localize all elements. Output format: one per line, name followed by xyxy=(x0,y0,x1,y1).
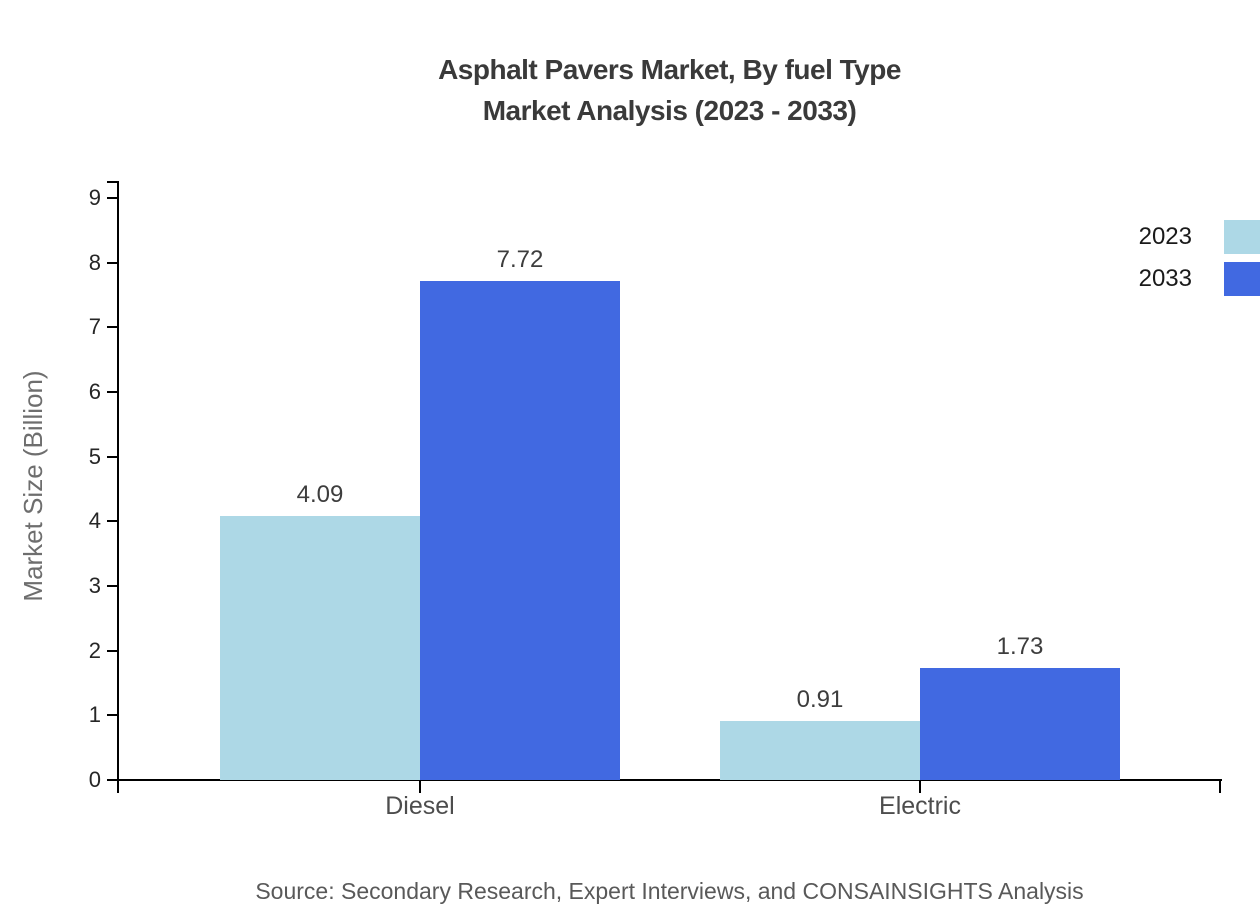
y-tick-label: 0 xyxy=(88,767,101,792)
y-tick-mark xyxy=(107,714,118,717)
y-tick-mark xyxy=(107,326,118,329)
y-axis-line xyxy=(117,181,119,781)
category-label-diesel: Diesel xyxy=(385,792,455,820)
y-tick-label: 5 xyxy=(88,443,101,469)
y-tick-label: 4 xyxy=(88,508,101,534)
y-tick-label: 8 xyxy=(88,249,101,275)
y-tick-mark xyxy=(107,649,118,652)
y-tick-label: 2 xyxy=(88,637,101,663)
chart-title: Asphalt Pavers Market, By fuel Type Mark… xyxy=(118,49,1221,131)
y-tick-label: 3 xyxy=(88,573,101,598)
legend-label-2033: 2033 xyxy=(1138,265,1192,292)
x-axis-end-tick xyxy=(1219,779,1221,793)
legend-label-2023: 2023 xyxy=(1138,223,1192,250)
value-label: 1.73 xyxy=(996,633,1044,661)
value-label: 4.09 xyxy=(296,480,344,508)
y-tick-mark xyxy=(107,391,118,393)
y-tick-label: 9 xyxy=(88,185,101,210)
value-label: 0.91 xyxy=(796,686,844,714)
bar-diesel-2023 xyxy=(220,515,420,780)
y-tick-mark xyxy=(107,585,118,587)
x-tick-mark xyxy=(919,781,921,793)
source-note: Source: Secondary Research, Expert Inter… xyxy=(255,878,1084,904)
value-label: 7.72 xyxy=(496,245,544,273)
chart-title-line2: Market Analysis (2023 - 2033) xyxy=(482,95,857,126)
y-tick-label: 7 xyxy=(88,314,101,340)
y-tick-mark xyxy=(107,261,118,264)
x-tick-mark xyxy=(419,781,421,793)
y-axis-title: Market Size (Billion) xyxy=(18,370,48,602)
y-tick-label: 1 xyxy=(88,702,101,728)
y-axis-end-tick xyxy=(107,181,118,183)
y-tick-mark xyxy=(107,455,118,458)
y-tick-label: 6 xyxy=(88,379,101,404)
bar-electric-2033 xyxy=(920,668,1120,780)
x-axis-start-tick xyxy=(117,779,119,793)
legend-swatch-2023 xyxy=(1224,220,1260,254)
legend-swatch-2033 xyxy=(1224,262,1260,296)
chart-title-line1: Asphalt Pavers Market, By fuel Type xyxy=(438,54,901,85)
y-tick-mark xyxy=(107,779,118,781)
category-label-electric: Electric xyxy=(879,792,961,820)
bar-diesel-2033 xyxy=(420,280,620,780)
x-axis-line xyxy=(117,779,1222,781)
y-tick-mark xyxy=(107,197,118,199)
bar-electric-2023 xyxy=(720,721,920,780)
y-tick-mark xyxy=(107,520,118,523)
